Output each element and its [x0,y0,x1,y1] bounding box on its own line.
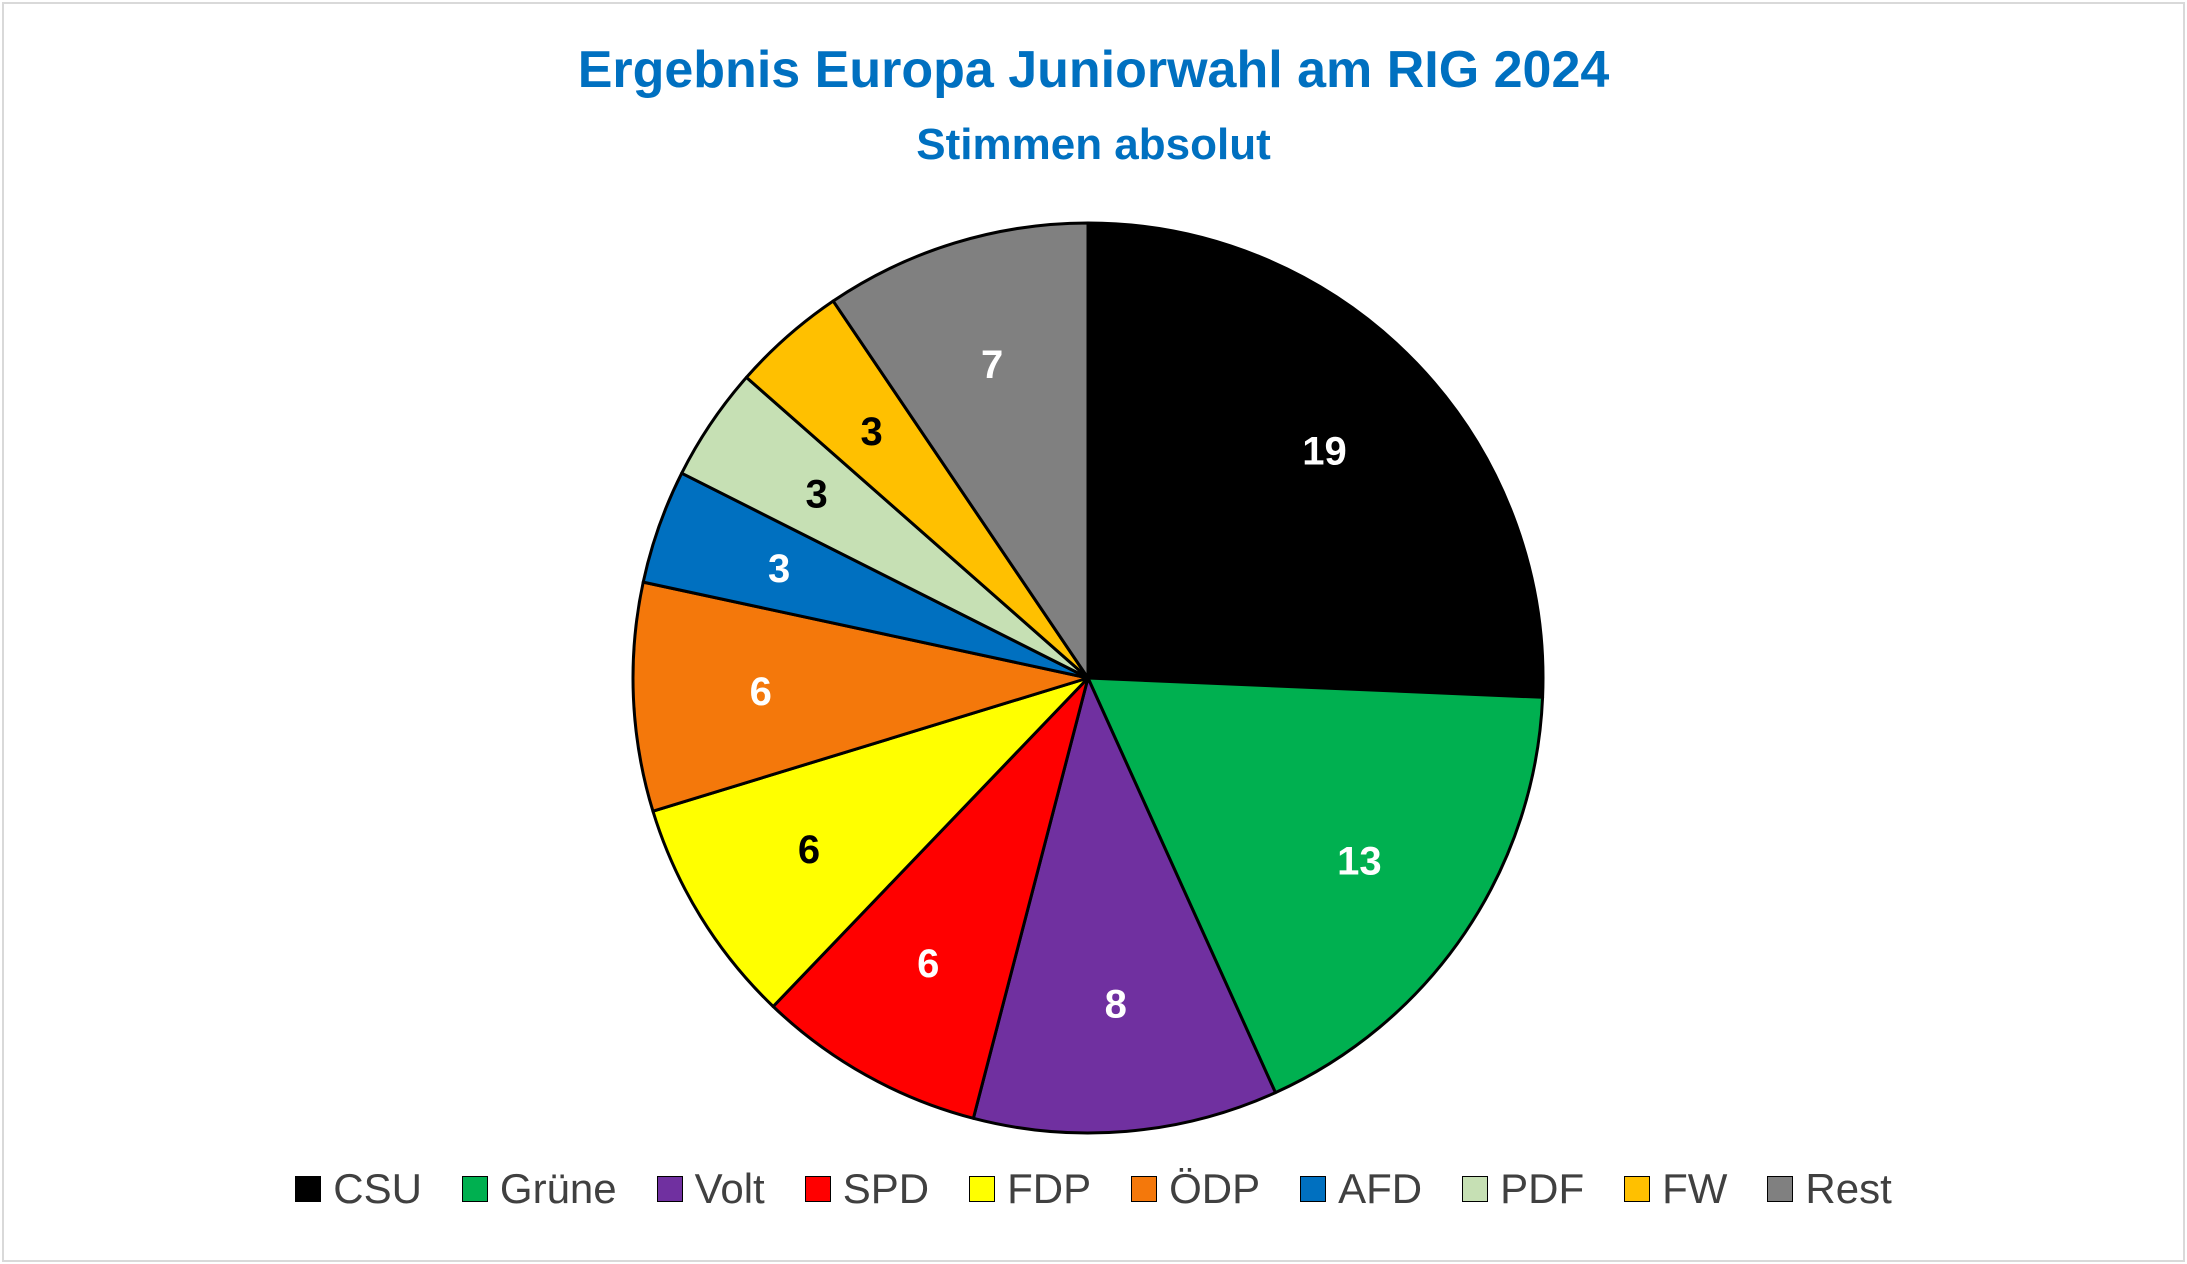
legend-swatch [461,1176,488,1202]
data-label-afd: 3 [768,547,790,591]
pie-slice-csu [1086,221,1545,699]
data-label-fdp: 6 [798,828,820,872]
pie-slice-ödp [631,580,1090,813]
pie-slice-volt [971,676,1277,1135]
pie-slice-grüne [1086,676,1545,1095]
legend-item-csu: CSU [295,1165,422,1213]
data-label-ödp: 6 [750,670,772,714]
legend-swatch [969,1176,996,1202]
legend-item-fw: FW [1624,1165,1727,1213]
legend-item-pdf: PDF [1462,1165,1584,1213]
pie-slice-spd [771,676,1090,1120]
legend-label: Grüne [499,1165,617,1212]
chart-subtitle: Stimmen absolut [916,120,1271,169]
legend-swatch [804,1176,831,1202]
legend-item-ödp: ÖDP [1131,1165,1260,1213]
data-label-grüne: 13 [1337,839,1382,883]
legend-label: PDF [1500,1165,1585,1212]
data-label-csu: 19 [1302,429,1347,473]
legend-label: Rest [1805,1165,1892,1212]
data-label-volt: 8 [1105,982,1127,1026]
legend-label: ÖDP [1169,1165,1261,1212]
legend-item-grüne: Grüne [461,1165,617,1213]
legend-label: AFD [1338,1165,1423,1212]
legend-swatch [1767,1176,1794,1202]
legend-item-fdp: FDP [969,1165,1091,1213]
legend-item-volt: Volt [656,1165,765,1213]
pie-slice-fdp [651,676,1090,1008]
legend-swatch [1300,1176,1327,1202]
chart-title: Ergebnis Europa Juniorwahl am RIG 2024 [577,41,1610,99]
legend-swatch [656,1176,683,1202]
legend-label: FW [1662,1165,1728,1212]
data-label-rest: 7 [981,343,1003,387]
legend-label: FDP [1007,1165,1092,1212]
legend-swatch [1131,1176,1158,1202]
data-label-spd: 6 [917,942,939,986]
legend-swatch [1624,1176,1651,1202]
pie-slice-rest [831,221,1090,680]
legend-swatch [1462,1176,1489,1202]
legend-item-afd: AFD [1300,1165,1422,1213]
data-label-fw: 3 [860,410,882,454]
legend-label: CSU [333,1165,422,1212]
chart-legend: CSU Grüne Volt SPD FDP ÖDP AFD PDF FW Rest [0,1165,2187,1213]
data-label-pdf: 3 [805,473,827,517]
legend-label: Volt [694,1165,765,1212]
legend-item-rest: Rest [1767,1165,1892,1213]
legend-label: SPD [842,1165,930,1212]
legend-item-spd: SPD [804,1165,930,1213]
legend-swatch [295,1176,322,1202]
